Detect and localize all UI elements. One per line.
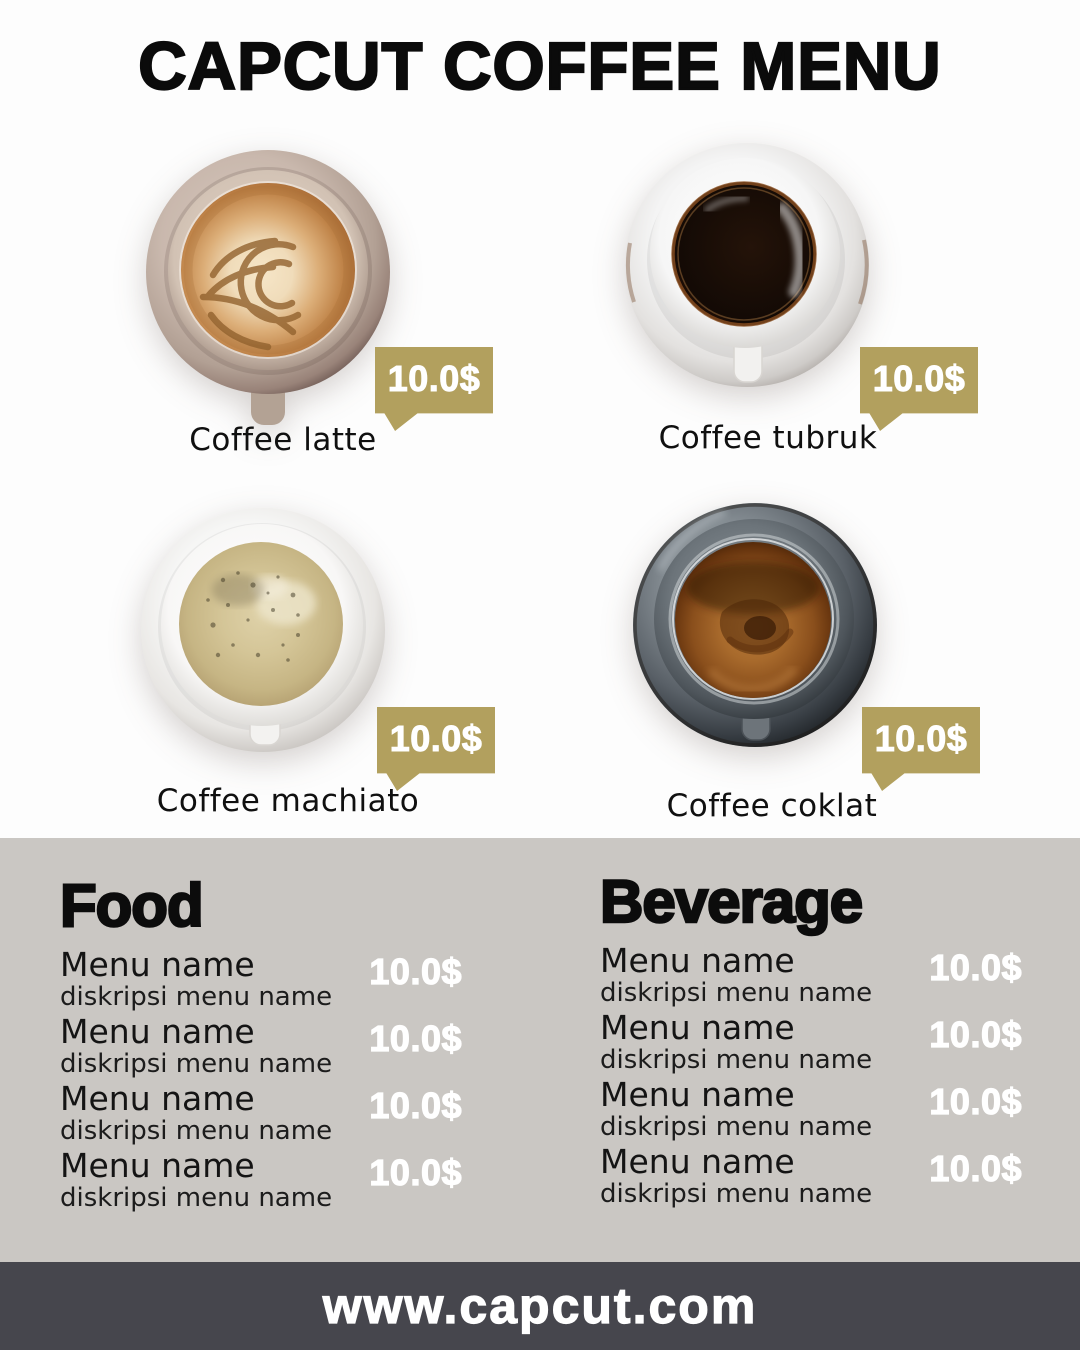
coffee-card-machiato: 10.0$ Coffee machiato xyxy=(138,505,498,819)
menu-item-description: diskripsi menu name xyxy=(600,978,873,1008)
menu-item-description: diskripsi menu name xyxy=(600,1179,873,1209)
menu-item-price: 10.0$ xyxy=(369,950,462,992)
beverage-items: Menu name diskripsi menu name 10.0$ Menu… xyxy=(600,944,1022,1207)
coffee-name: Coffee coklat xyxy=(666,788,878,824)
menu-item-price: 10.0$ xyxy=(369,1151,462,1193)
price-tag: 10.0$ xyxy=(377,707,495,791)
beverage-column: Beverage Menu name diskripsi menu name 1… xyxy=(599,868,1022,1212)
menu-row: Menu name diskripsi menu name 10.0$ xyxy=(600,944,1022,1006)
menu-item-description: diskripsi menu name xyxy=(60,1183,333,1213)
food-column: Food Menu name diskripsi menu name 10.0$… xyxy=(59,872,462,1216)
coffee-name: Coffee latte xyxy=(189,422,377,458)
cocoa-swirl xyxy=(706,599,799,694)
menu-item-description: diskripsi menu name xyxy=(600,1112,873,1142)
price-label: 10.0$ xyxy=(872,358,966,400)
menu-item-name: Menu name xyxy=(60,1079,255,1118)
price-label: 10.0$ xyxy=(387,358,481,400)
coffee-card-tubruk: 10.0$ Coffee tubruk xyxy=(622,140,982,456)
latte-coffee-photo xyxy=(143,147,393,442)
menu-item-name: Menu name xyxy=(600,1008,795,1047)
menu-item-name: Menu name xyxy=(60,945,255,984)
menu-item-description: diskripsi menu name xyxy=(60,982,333,1012)
food-items: Menu name diskripsi menu name 10.0$ Menu… xyxy=(60,948,462,1211)
menu-list-section: Food Menu name diskripsi menu name 10.0$… xyxy=(0,838,1080,1262)
menu-row: Menu name diskripsi menu name 10.0$ xyxy=(600,1011,1022,1073)
price-label: 10.0$ xyxy=(874,718,968,760)
black-coffee-photo xyxy=(622,140,872,435)
menu-row: Menu name diskripsi menu name 10.0$ xyxy=(60,1082,462,1144)
coffee-name: Coffee tubruk xyxy=(658,420,878,456)
price-tag: 10.0$ xyxy=(375,347,493,431)
footer-bar: www.capcut.com xyxy=(0,1262,1080,1350)
menu-item-price: 10.0$ xyxy=(369,1017,462,1059)
price-tag: 10.0$ xyxy=(860,347,978,431)
latte-art-fern xyxy=(199,237,302,351)
beverage-heading: Beverage xyxy=(599,868,865,935)
menu-row: Menu name diskripsi menu name 10.0$ xyxy=(60,1015,462,1077)
menu-item-description: diskripsi menu name xyxy=(600,1045,873,1075)
coffee-card-latte: 10.0$ Coffee latte xyxy=(143,147,495,458)
menu-item-price: 10.0$ xyxy=(929,1013,1022,1055)
crema-coffee-photo xyxy=(138,505,388,800)
menu-row: Menu name diskripsi menu name 10.0$ xyxy=(600,1078,1022,1140)
menu-item-name: Menu name xyxy=(600,1075,795,1114)
menu-item-price: 10.0$ xyxy=(369,1084,462,1126)
page-title: CAPCUT COFFEE MENU xyxy=(137,28,942,105)
price-label: 10.0$ xyxy=(389,718,483,760)
menu-item-name: Menu name xyxy=(600,1142,795,1181)
menu-item-price: 10.0$ xyxy=(929,946,1022,988)
menu-item-name: Menu name xyxy=(60,1012,255,1051)
coffee-name: Coffee machiato xyxy=(156,783,420,819)
menu-item-name: Menu name xyxy=(60,1146,255,1185)
menu-item-price: 10.0$ xyxy=(929,1147,1022,1189)
menu-item-name: Menu name xyxy=(600,941,795,980)
menu-row: Menu name diskripsi menu name 10.0$ xyxy=(60,1149,462,1211)
menu-item-description: diskripsi menu name xyxy=(60,1049,333,1079)
menu-item-description: diskripsi menu name xyxy=(60,1116,333,1146)
menu-item-price: 10.0$ xyxy=(929,1080,1022,1122)
coffee-card-coklat: 10.0$ Coffee coklat xyxy=(630,500,985,824)
menu-row: Menu name diskripsi menu name 10.0$ xyxy=(60,948,462,1010)
menu-row: Menu name diskripsi menu name 10.0$ xyxy=(600,1145,1022,1207)
crema-speckles xyxy=(206,571,300,662)
chocolate-coffee-photo xyxy=(630,500,880,795)
price-tag: 10.0$ xyxy=(862,707,980,791)
food-heading: Food xyxy=(59,872,205,939)
website-url: www.capcut.com xyxy=(322,1277,758,1334)
